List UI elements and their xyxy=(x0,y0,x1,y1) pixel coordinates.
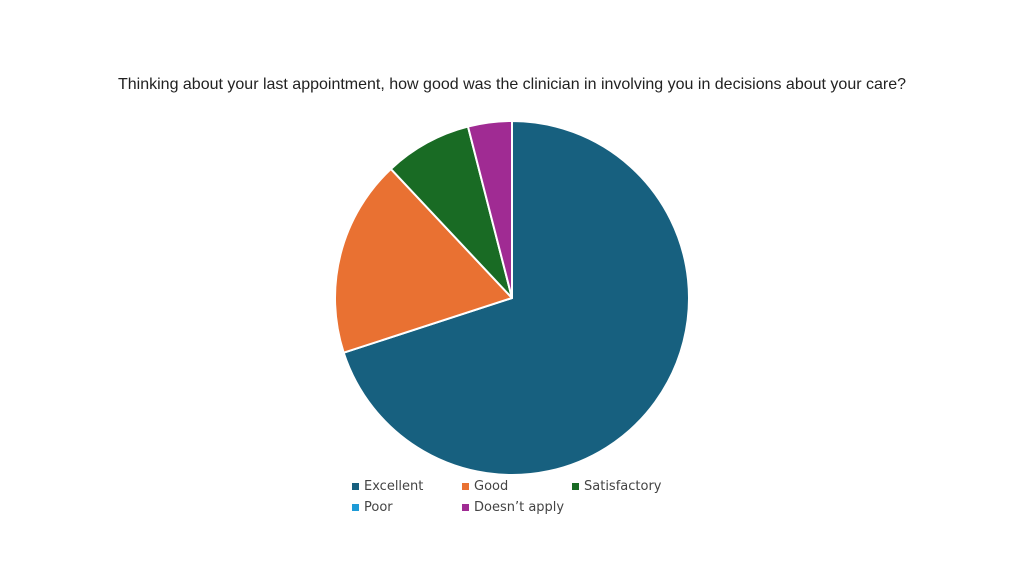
legend-swatch xyxy=(352,483,359,490)
pie-slice-excellent xyxy=(342,120,690,476)
legend-item: Doesn’t apply xyxy=(462,499,572,516)
legend-label: Poor xyxy=(364,500,393,515)
legend-swatch xyxy=(462,483,469,490)
legend-swatch xyxy=(352,504,359,511)
legend-item: Poor xyxy=(352,499,462,516)
legend-item: Excellent xyxy=(352,478,462,495)
pie-slice-doesn-t-apply xyxy=(466,120,513,299)
legend-swatch xyxy=(572,483,579,490)
legend-swatch xyxy=(462,504,469,511)
legend-item: Good xyxy=(462,478,572,495)
legend-label: Excellent xyxy=(364,479,424,494)
pie-slice-satisfactory xyxy=(389,125,513,299)
chart-title: Thinking about your last appointment, ho… xyxy=(117,76,907,93)
legend-label: Satisfactory xyxy=(584,479,662,494)
legend-label: Good xyxy=(474,479,509,494)
pie-slice-good xyxy=(334,167,513,354)
legend: Excellent Good Satisfactory Poor Doesn’t app… xyxy=(352,478,692,516)
legend-label: Doesn’t apply xyxy=(474,500,565,515)
legend-item: Satisfactory xyxy=(572,478,692,495)
